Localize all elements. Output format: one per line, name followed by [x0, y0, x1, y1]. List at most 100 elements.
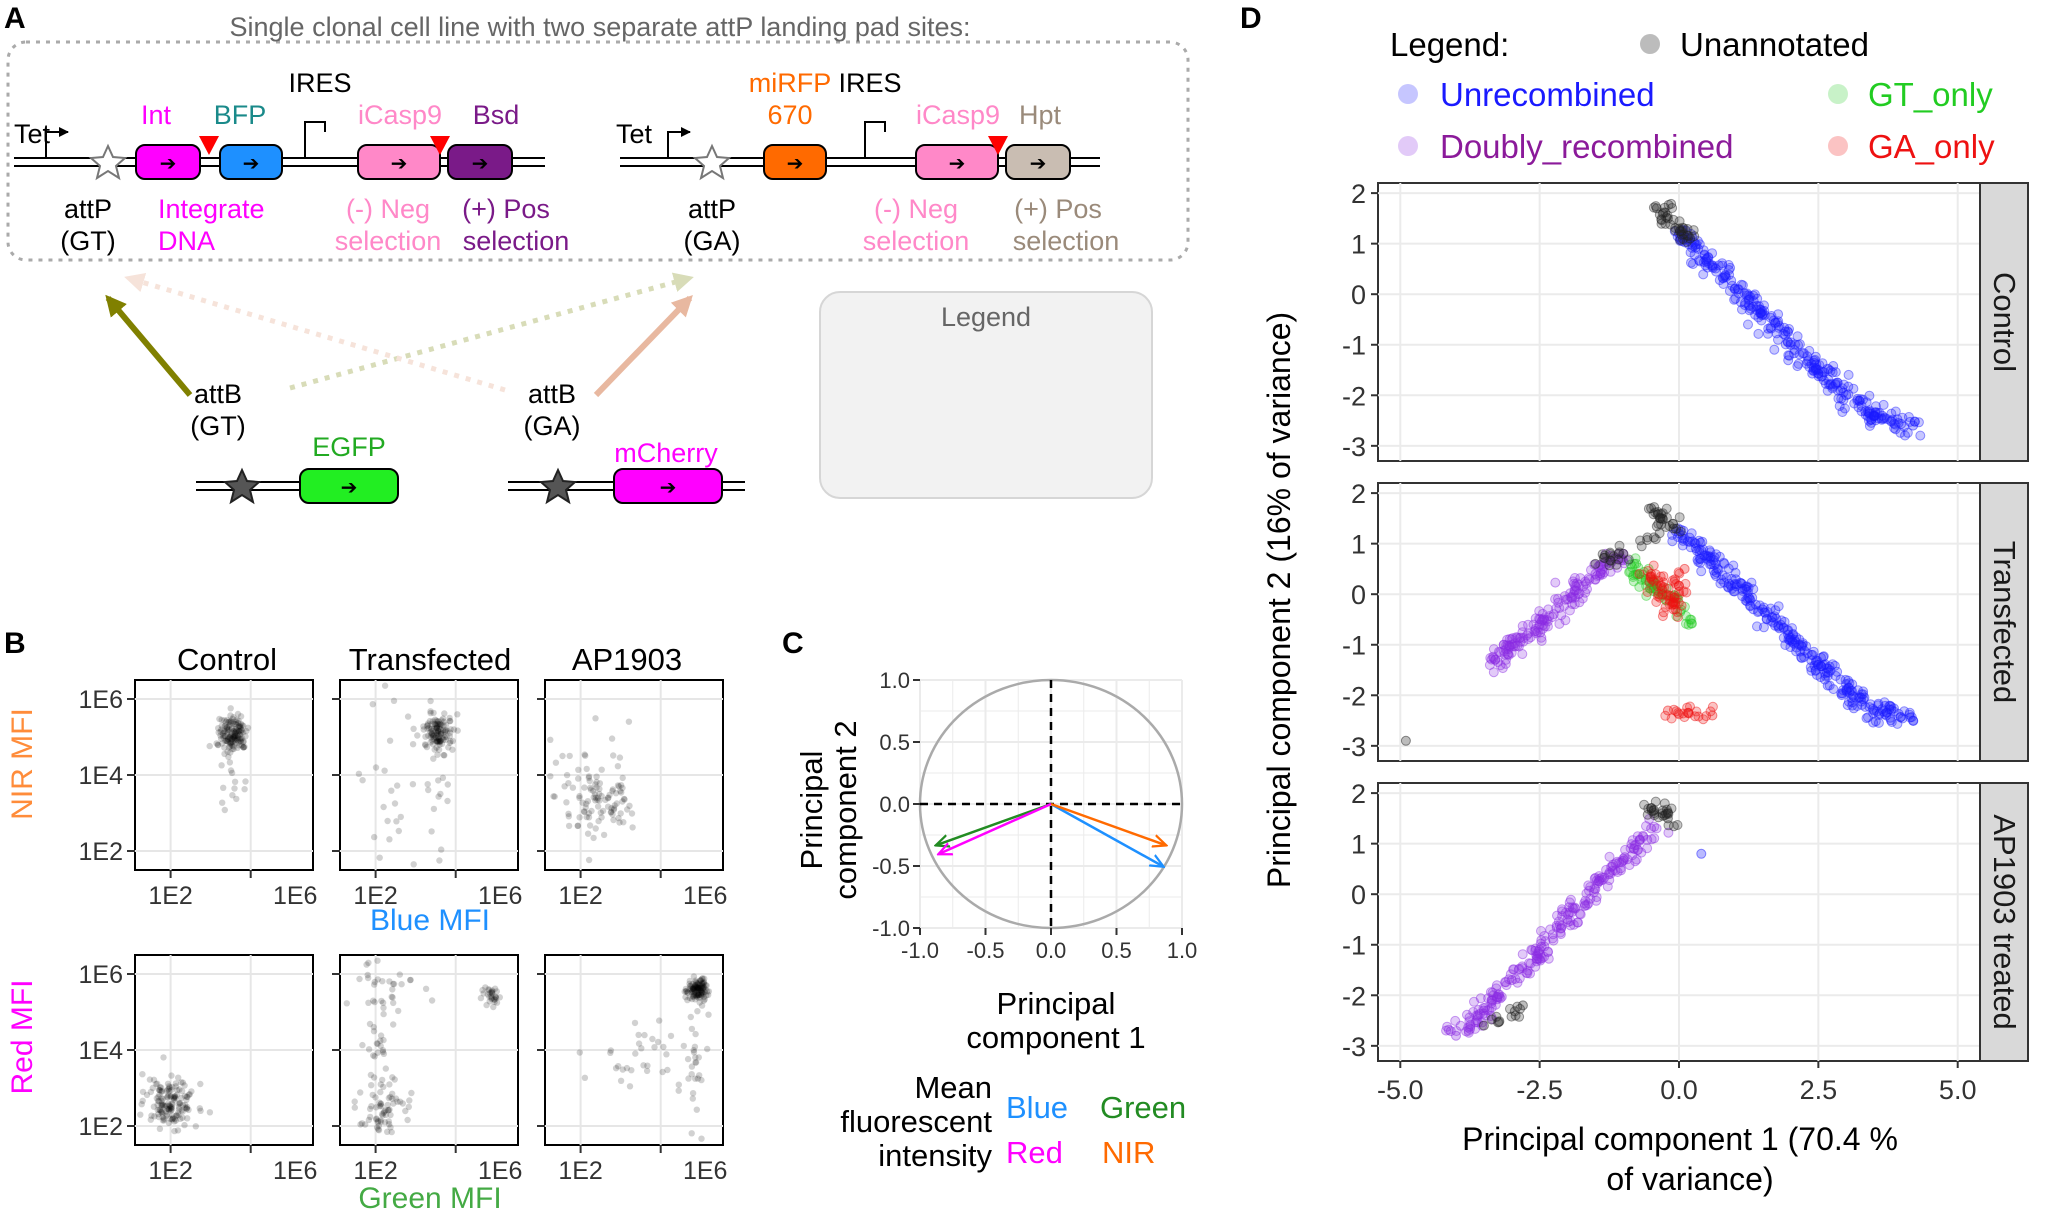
point-doubly_recombined	[1490, 654, 1501, 665]
point-doubly_recombined	[1580, 587, 1591, 598]
point-unannotated	[1668, 214, 1679, 225]
flow-event-point	[441, 728, 449, 735]
flow-event-point	[406, 1097, 413, 1104]
flow-event-point	[224, 729, 231, 736]
y-tick-label: 2	[1351, 179, 1366, 209]
flow-event-point	[614, 763, 622, 770]
flow-event-point	[615, 814, 622, 822]
flow-event-point	[407, 976, 414, 984]
point-gt_only	[1660, 594, 1671, 605]
point-unrecombined	[1695, 554, 1706, 564]
flow-event-point	[569, 784, 577, 791]
flow-event-point	[488, 995, 495, 1003]
flow-event-point	[183, 1103, 191, 1111]
point-doubly_recombined	[1535, 955, 1546, 966]
point-unrecombined	[1667, 536, 1678, 547]
flow-event-point	[667, 1032, 675, 1040]
point-unrecombined	[1730, 567, 1741, 578]
flow-event-point	[696, 986, 703, 993]
flow-event-point	[227, 740, 234, 747]
point-unrecombined	[1790, 339, 1800, 350]
flow-event-point	[425, 786, 432, 794]
flow-event-point	[175, 1100, 183, 1107]
loading-arrow-blue	[1050, 802, 1162, 866]
point-doubly_recombined	[1590, 574, 1601, 585]
point-unrecombined	[1768, 315, 1779, 326]
flow-event-point	[576, 794, 583, 801]
point-doubly_recombined	[1569, 599, 1580, 610]
flow-event-point	[435, 727, 442, 734]
flow-event-point	[391, 1076, 398, 1083]
point-unannotated	[1670, 225, 1681, 236]
point-unrecombined	[1773, 316, 1784, 327]
point-unrecombined	[1873, 710, 1884, 720]
flow-event-point	[237, 713, 245, 720]
point-unrecombined	[1843, 369, 1854, 380]
flow-event-point	[225, 735, 232, 742]
facet-strip-label: Control	[1987, 272, 2022, 372]
point-unrecombined	[1725, 262, 1736, 273]
point-unrecombined	[1750, 309, 1761, 320]
point-unannotated	[1400, 735, 1411, 746]
point-ga_only	[1683, 707, 1694, 718]
flow-event-point	[396, 1098, 404, 1105]
flow-event-point	[382, 1065, 389, 1072]
flow-event-point	[586, 777, 593, 785]
flow-event-point	[703, 982, 710, 989]
y-tick-label: 2	[1351, 779, 1366, 809]
facet-strip-label: Transfected	[1987, 541, 2022, 704]
flow-event-point	[596, 790, 603, 798]
point-doubly_recombined	[1487, 987, 1498, 998]
point-doubly_recombined	[1451, 1030, 1461, 1041]
flow-event-point	[172, 1083, 180, 1090]
flow-event-point	[489, 987, 496, 994]
flow-event-point	[221, 717, 228, 724]
point-doubly_recombined	[1599, 872, 1610, 883]
point-unrecombined	[1745, 303, 1756, 314]
flow-event-point	[454, 711, 461, 718]
flow-event-point	[221, 750, 228, 758]
point-doubly_recombined	[1609, 553, 1620, 564]
flow-event-point	[237, 737, 244, 744]
point-unrecombined	[1717, 260, 1728, 271]
flow-event-point	[381, 682, 389, 689]
point-ga_only	[1685, 701, 1695, 712]
point-unrecombined	[1830, 378, 1841, 389]
point-ga_only	[1691, 706, 1702, 717]
y-tick-label: 1E4	[79, 762, 124, 790]
int-label: Int	[141, 100, 172, 130]
flow-event-point	[698, 1002, 706, 1009]
point-doubly_recombined	[1539, 931, 1550, 941]
flow-event-point	[444, 727, 451, 735]
flow-event-point	[221, 728, 229, 735]
point-unrecombined	[1783, 350, 1794, 361]
x-tick-label: 1E6	[683, 1157, 727, 1185]
point-unrecombined	[1791, 646, 1802, 657]
point-doubly_recombined	[1475, 993, 1486, 1004]
point-unrecombined	[1810, 665, 1821, 676]
d-xlabel-1: Principal component 1 (70.4 %	[1462, 1121, 1898, 1157]
mcherry-label: mCherry	[614, 438, 718, 468]
flow-event-point	[171, 1095, 178, 1102]
point-unrecombined	[1698, 257, 1709, 268]
flow-event-point	[547, 736, 554, 743]
point-unannotated	[1663, 820, 1674, 831]
point-unrecombined	[1798, 348, 1809, 359]
point-doubly_recombined	[1595, 875, 1606, 886]
flow-event-point	[628, 810, 636, 817]
y-tick-label: 0	[1351, 280, 1366, 310]
point-doubly_recombined	[1506, 634, 1517, 645]
point-unrecombined	[1748, 584, 1759, 595]
flow-event-point	[428, 725, 436, 732]
point-ga_only	[1668, 604, 1679, 615]
point-unrecombined	[1703, 551, 1714, 562]
2a-triangle-icon	[430, 136, 450, 155]
flow-event-point	[433, 721, 440, 728]
point-unannotated	[1646, 803, 1657, 814]
point-doubly_recombined	[1551, 922, 1562, 933]
point-unrecombined	[1736, 578, 1746, 589]
point-unrecombined	[1783, 327, 1794, 338]
flow-event-point	[696, 1072, 703, 1079]
flow-event-point	[159, 1110, 166, 1117]
